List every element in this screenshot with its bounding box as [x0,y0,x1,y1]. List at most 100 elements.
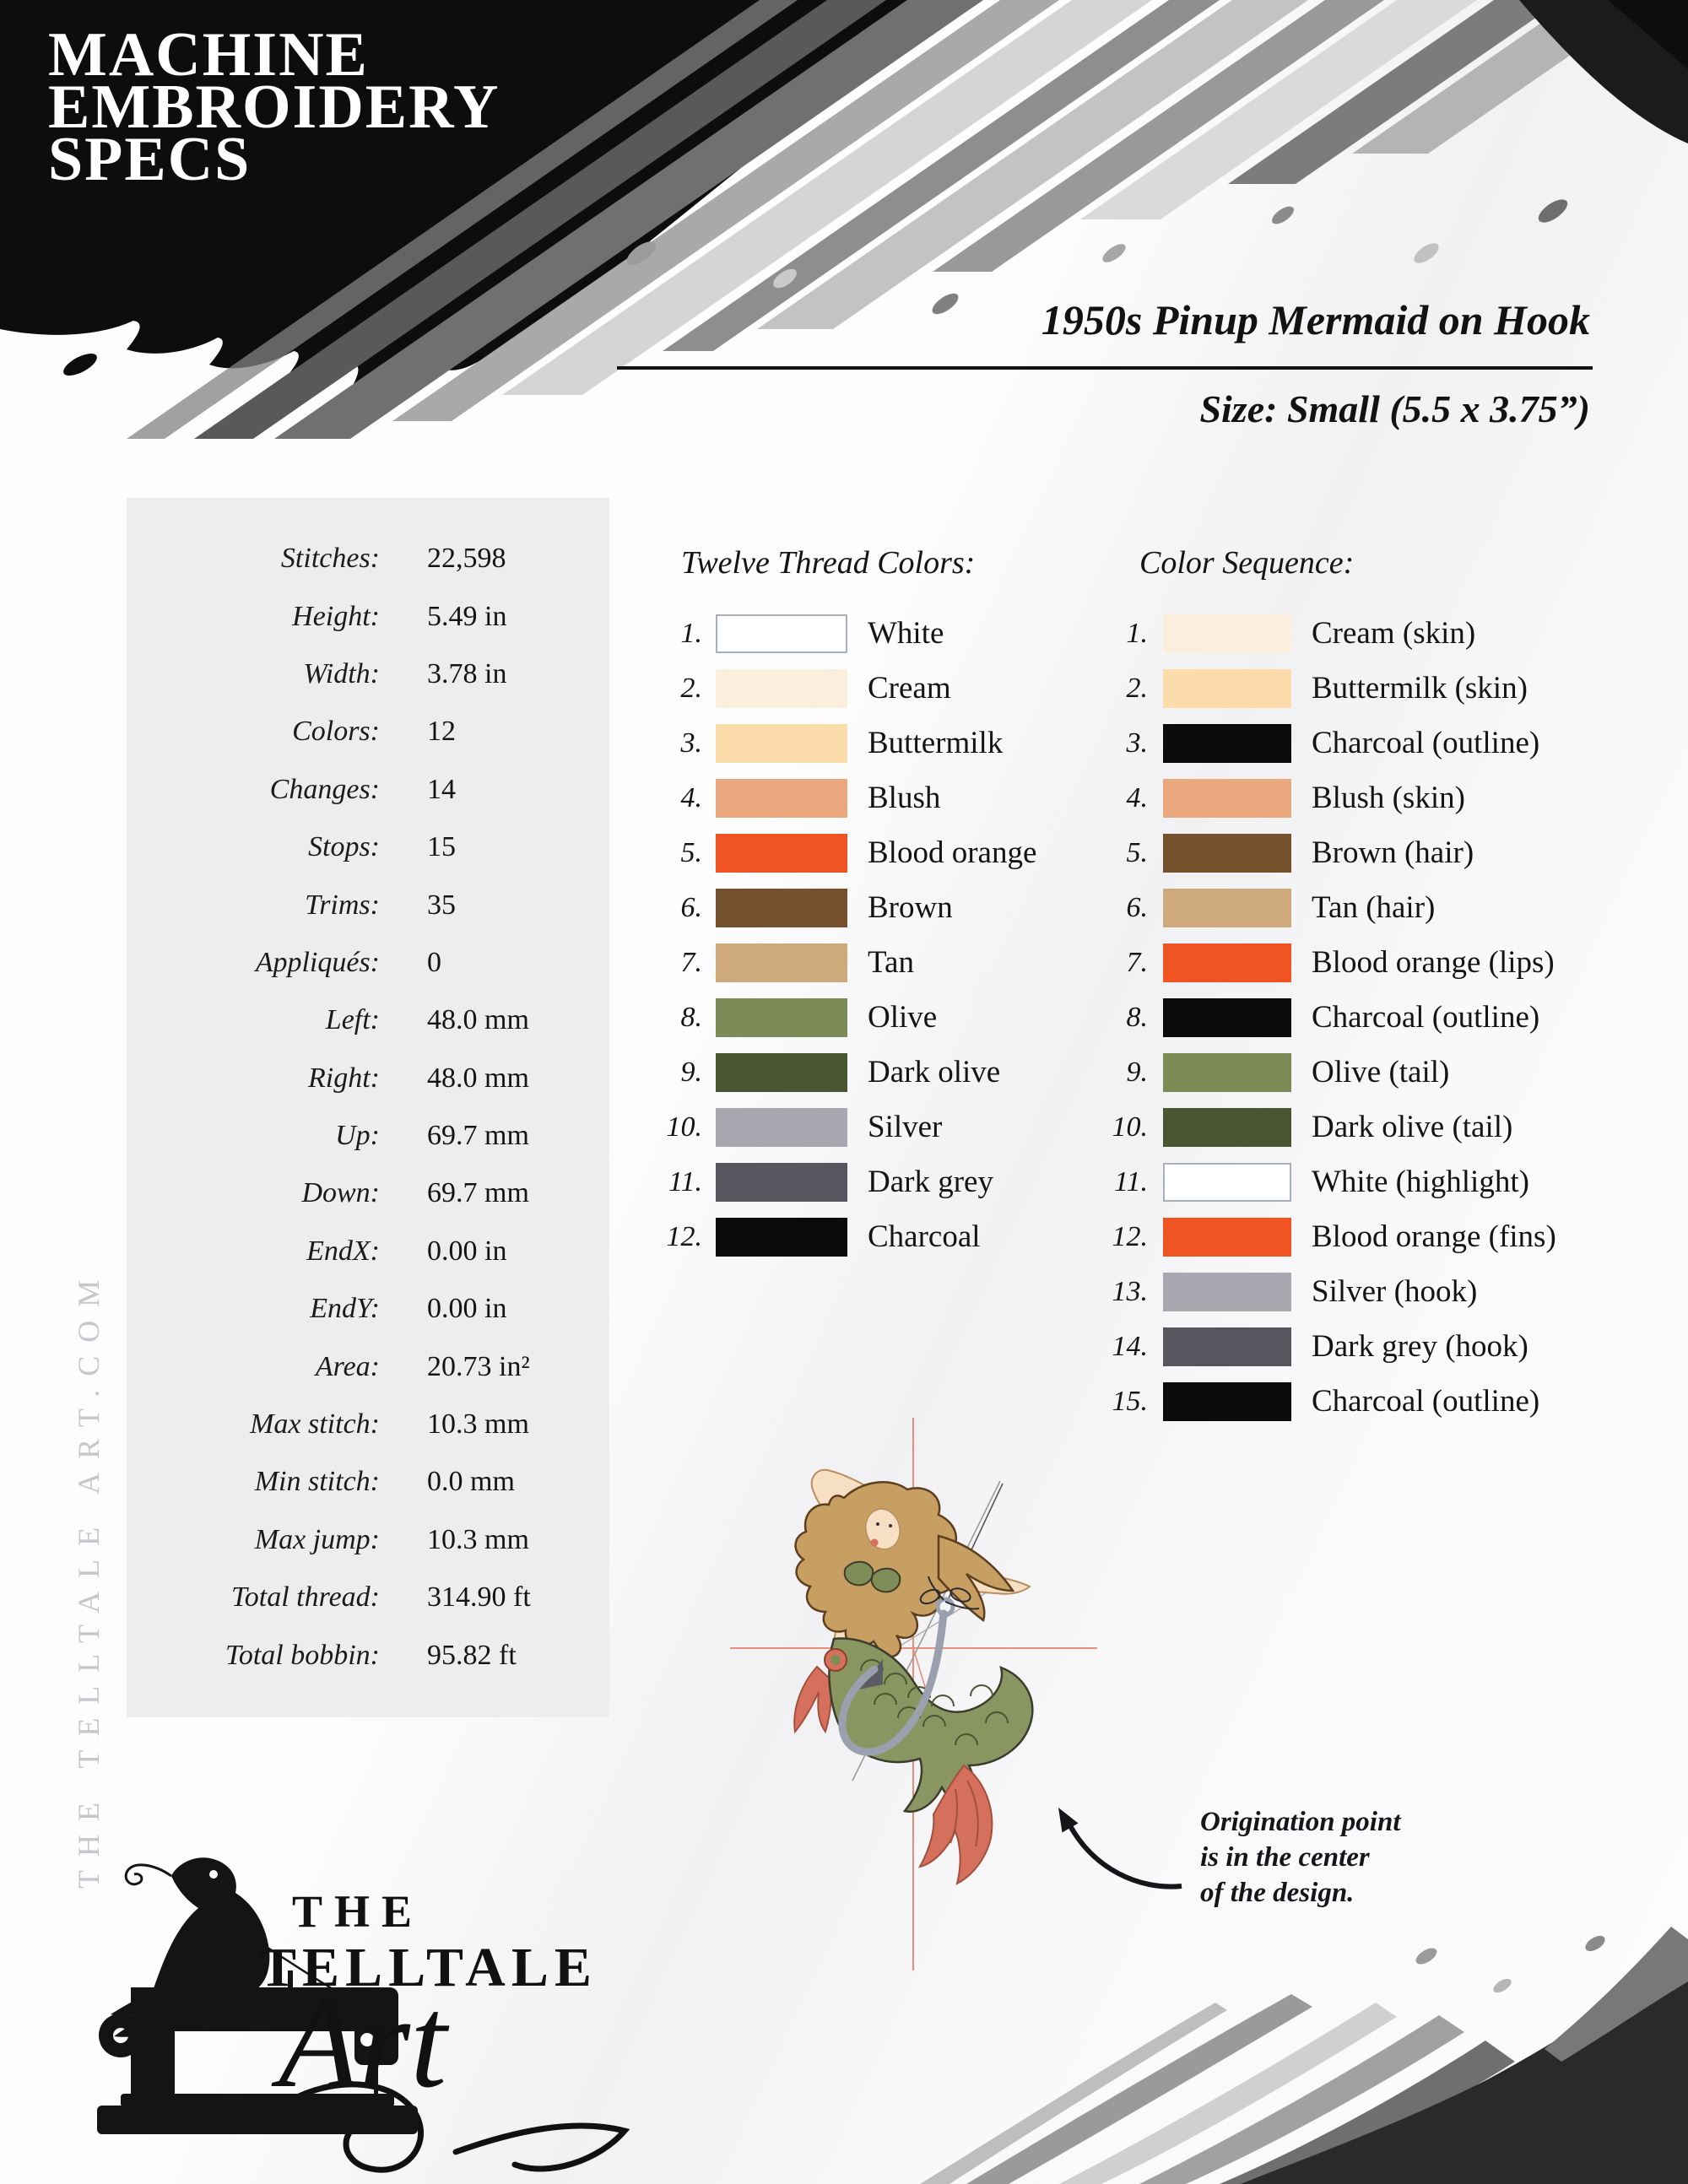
stat-label: Stitches: [280,543,380,575]
color-swatch [1163,1217,1291,1257]
stat-label: Max jump: [254,1523,380,1555]
color-number: 9. [1126,1056,1149,1088]
stat-row: Colors: 12 [127,703,609,760]
color-number: 7. [680,946,703,978]
color-swatch [716,614,847,653]
color-list-item: 11. Dark grey [650,1154,1036,1209]
logo-art-flourish [250,2081,630,2173]
color-name: Charcoal (outline) [1312,726,1540,760]
color-list-item: 8. Charcoal (outline) [1089,990,1556,1045]
stats-rows: Stitches: 22,598 Height: 5.49 in Width: 3.78 … [127,530,609,1684]
stat-label: Appliqués: [255,946,380,978]
color-swatch [1163,1162,1291,1202]
color-name: Blood orange (lips) [1312,945,1555,980]
stat-row: Left: 48.0 mm [127,992,609,1049]
stat-value: 0 [427,946,441,978]
color-swatch [1163,997,1291,1037]
stat-label: Area: [315,1350,380,1382]
color-number: 6. [1126,891,1149,923]
color-name: Cream (skin) [1312,616,1476,651]
thread-colors-list: 1. White 2. Cream 3. Buttermilk 4. Blush 5. Blood… [650,606,1036,1264]
color-name: Buttermilk (skin) [1312,671,1528,705]
color-swatch [716,1162,847,1202]
color-swatch [1163,833,1291,873]
color-name: Brown (hair) [1312,835,1474,870]
color-list-item: 1. White [650,606,1036,661]
color-swatch [1163,888,1291,927]
color-name: Cream [868,671,951,705]
color-swatch [716,723,847,763]
color-number: 10. [666,1111,703,1143]
origination-arrow [1058,1808,1182,1889]
stat-label: Width: [303,657,380,689]
color-swatch [1163,723,1291,763]
stat-value: 3.78 in [427,657,507,689]
color-list-item: 12. Charcoal [650,1209,1036,1264]
stat-label: Total thread: [230,1581,380,1614]
mermaid-lips [870,1538,879,1547]
color-name: White (highlight) [1312,1165,1529,1199]
color-number: 4. [680,781,703,814]
mermaid-bra-cup [843,1560,874,1587]
mermaid-eye [876,1522,879,1526]
color-name: Tan [868,945,914,980]
color-name: Silver (hook) [1312,1274,1478,1309]
origination-note-line: of the design. [1200,1878,1355,1908]
page-title-line-3: SPECS [48,125,252,194]
machine-tension-dial [360,2033,374,2046]
color-number: 11. [1114,1165,1148,1197]
color-number: 5. [1126,836,1149,868]
color-list-item: 7. Tan [650,935,1036,990]
stat-value: 22,598 [427,543,506,575]
footer-brush-texture [920,1927,1688,2184]
color-list-item: 15. Charcoal (outline) [1089,1374,1556,1429]
color-list-item: 10. Dark olive (tail) [1089,1100,1556,1154]
stat-row: Right: 48.0 mm [127,1050,609,1107]
stat-label: Total bobbin: [225,1639,380,1671]
color-list-item: 2. Cream [650,661,1036,716]
stat-row: Stitches: 22,598 [127,530,609,587]
color-number: 12. [666,1220,703,1252]
color-list-item: 7. Blood orange (lips) [1089,935,1556,990]
stat-value: 14 [427,773,456,805]
color-number: 10. [1112,1111,1149,1143]
color-number: 1. [680,617,703,649]
page-title-line-1: MACHINE [48,20,369,89]
color-name: Charcoal (outline) [1312,1384,1540,1419]
logo-word-telltale: TELLTALE [259,1937,598,1998]
color-list-item: 3. Buttermilk [650,716,1036,770]
color-list-item: 8. Olive [650,990,1036,1045]
thread-to-needle [174,1880,376,2016]
stat-value: 5.49 in [427,600,507,632]
color-list-item: 12. Blood orange (fins) [1089,1209,1556,1264]
color-list-item: 4. Blush (skin) [1089,770,1556,825]
color-swatch [716,997,847,1037]
stat-value: 0.00 in [427,1235,507,1267]
stat-row: Total bobbin: 95.82 ft [127,1626,609,1684]
stat-row: Appliqués: 0 [127,934,609,992]
logo-word-art: Art [279,1969,447,2115]
color-name: Tan (hair) [1312,890,1436,925]
color-list-item: 3. Charcoal (outline) [1089,716,1556,770]
color-number: 4. [1126,781,1149,814]
color-list-item: 1. Cream (skin) [1089,606,1556,661]
color-number: 6. [680,891,703,923]
stat-label: Down: [301,1177,380,1209]
stat-value: 15 [427,831,456,863]
color-list-item: 13. Silver (hook) [1089,1264,1556,1319]
color-number: 13. [1112,1275,1149,1307]
stat-value: 48.0 mm [427,1004,529,1036]
color-list-item: 11. White (highlight) [1089,1154,1556,1209]
stat-row: EndX: 0.00 in [127,1223,609,1280]
stat-value: 0.00 in [427,1293,507,1325]
stat-value: 314.90 ft [427,1581,531,1614]
color-list-item: 6. Brown [650,880,1036,935]
color-swatch [716,778,847,818]
stat-value: 10.3 mm [427,1523,529,1555]
color-list-item: 14. Dark grey (hook) [1089,1319,1556,1374]
stat-value: 10.3 mm [427,1408,529,1441]
color-swatch [1163,1381,1291,1421]
thread-from-beak [124,1863,172,1886]
hook-shank [838,1609,948,1756]
